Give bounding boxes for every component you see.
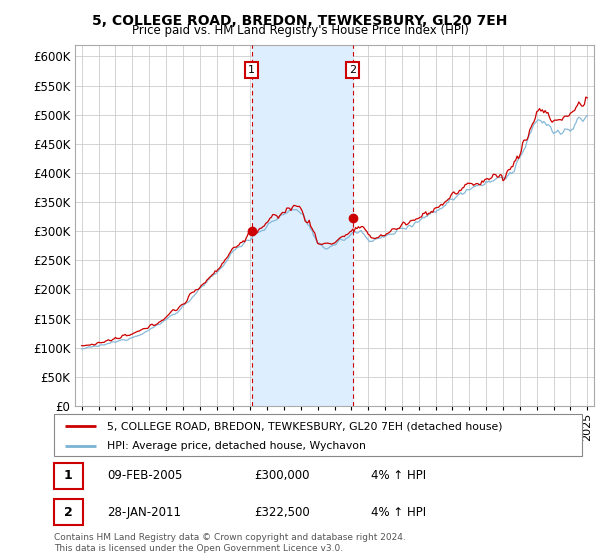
Text: £322,500: £322,500 <box>254 506 310 519</box>
FancyBboxPatch shape <box>54 414 582 456</box>
Text: Price paid vs. HM Land Registry's House Price Index (HPI): Price paid vs. HM Land Registry's House … <box>131 24 469 37</box>
Text: Contains HM Land Registry data © Crown copyright and database right 2024.
This d: Contains HM Land Registry data © Crown c… <box>54 533 406 553</box>
Text: HPI: Average price, detached house, Wychavon: HPI: Average price, detached house, Wych… <box>107 441 365 451</box>
Text: 09-FEB-2005: 09-FEB-2005 <box>107 469 182 482</box>
Text: 2: 2 <box>64 506 73 519</box>
Bar <box>251 45 353 406</box>
Text: 5, COLLEGE ROAD, BREDON, TEWKESBURY, GL20 7EH (detached house): 5, COLLEGE ROAD, BREDON, TEWKESBURY, GL2… <box>107 421 502 431</box>
FancyBboxPatch shape <box>54 499 83 525</box>
Text: 1: 1 <box>248 65 255 75</box>
Text: 5, COLLEGE ROAD, BREDON, TEWKESBURY, GL20 7EH: 5, COLLEGE ROAD, BREDON, TEWKESBURY, GL2… <box>92 14 508 28</box>
Text: 2: 2 <box>349 65 356 75</box>
Text: 4% ↑ HPI: 4% ↑ HPI <box>371 469 426 482</box>
FancyBboxPatch shape <box>54 463 83 488</box>
Text: £300,000: £300,000 <box>254 469 310 482</box>
Text: 28-JAN-2011: 28-JAN-2011 <box>107 506 181 519</box>
Text: 1: 1 <box>64 469 73 482</box>
Text: 4% ↑ HPI: 4% ↑ HPI <box>371 506 426 519</box>
